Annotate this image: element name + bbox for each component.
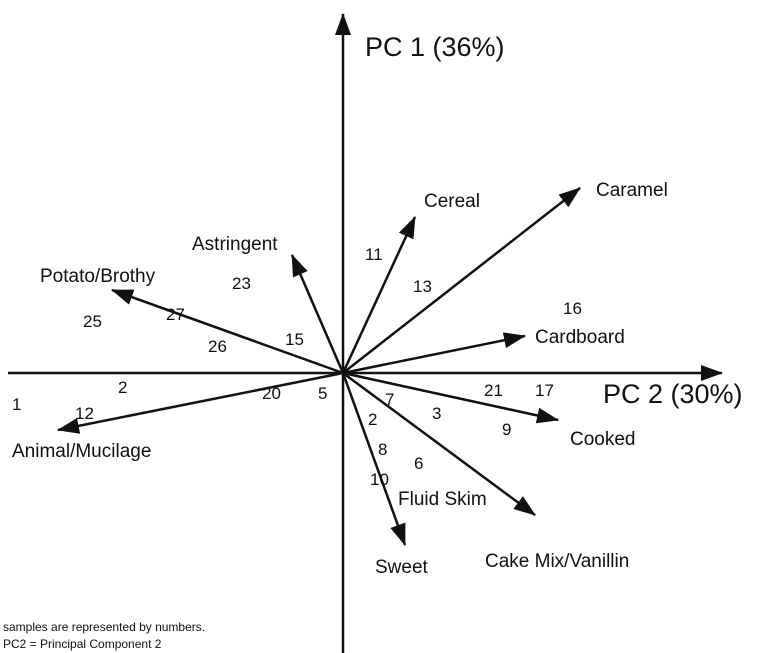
pc2-label: PC 2 (30%)	[603, 379, 743, 409]
sample-number: 20	[262, 384, 281, 403]
vector-label: Cereal	[424, 191, 480, 212]
sample-number: 6	[414, 454, 423, 473]
sample-number: 2	[368, 410, 377, 429]
sample-number: 1	[12, 395, 21, 414]
loading-vector	[341, 216, 417, 374]
sample-number: 27	[166, 305, 185, 324]
vector-label: Cardboard	[535, 327, 625, 348]
loading-vector	[290, 254, 345, 374]
vector-label: Fluid Skim	[398, 489, 487, 510]
sample-number: 12	[75, 404, 94, 423]
loading-vector	[342, 187, 581, 374]
sample-number: 8	[378, 440, 387, 459]
sample-number: 13	[413, 277, 432, 296]
loading-vector	[57, 371, 344, 434]
vector-label: Sweet	[375, 557, 429, 578]
vector-label: Potato/Brothy	[40, 266, 156, 287]
sample-number: 11	[365, 245, 383, 264]
pc1-label: PC 1 (36%)	[365, 32, 505, 62]
loading-vector	[341, 372, 407, 546]
sample-number: 16	[563, 299, 582, 318]
vector-label: Animal/Mucilage	[12, 441, 151, 462]
note: samples are represented by numbers.	[3, 620, 205, 634]
sample-number: 21	[484, 381, 503, 400]
loading-vector	[342, 371, 559, 424]
sample-number: 17	[535, 381, 554, 400]
sample-number: 2	[118, 378, 127, 397]
vector-label: Astringent	[192, 234, 278, 255]
sample-number: 5	[318, 384, 327, 403]
sample-number: 26	[208, 337, 227, 356]
sample-number: 3	[432, 404, 441, 423]
loading-vector	[111, 288, 344, 375]
sample-number: 10	[370, 470, 389, 489]
vector-label: Cooked	[570, 429, 636, 450]
sample-number: 7	[385, 390, 394, 409]
sample-number: 15	[285, 330, 304, 349]
vector-label: Cake Mix/Vanillin	[485, 551, 629, 572]
note: PC2 = Principal Component 2	[3, 637, 162, 651]
loading-vector	[342, 332, 526, 375]
vector-label: Caramel	[596, 180, 668, 201]
loading-vector	[342, 371, 536, 517]
sample-number: 23	[232, 274, 251, 293]
sample-number: 9	[502, 420, 511, 439]
sample-number: 25	[83, 312, 102, 331]
